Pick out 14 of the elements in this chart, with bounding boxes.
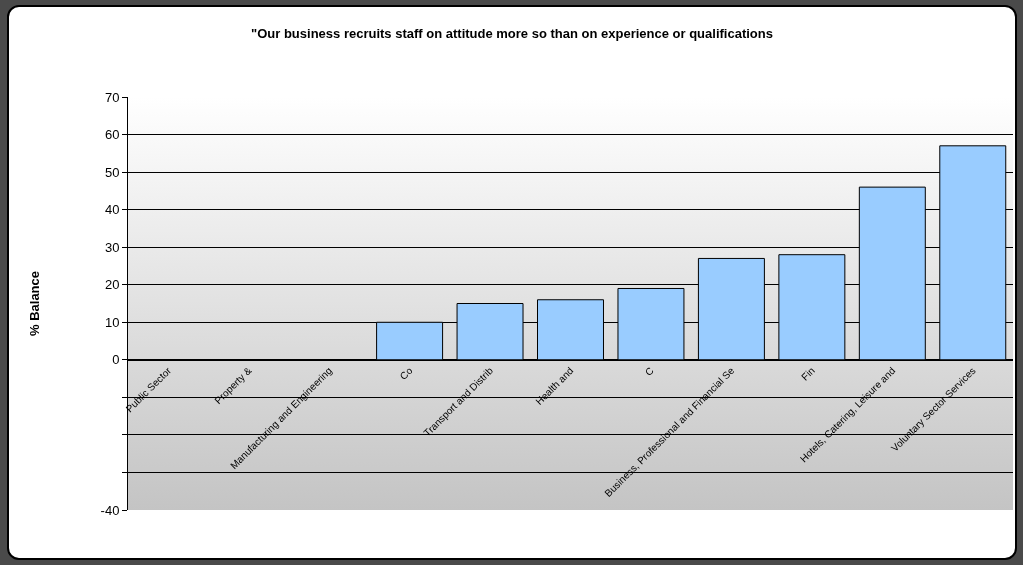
y-tick-label: 40 <box>104 202 120 218</box>
y-tick-label: 50 <box>104 164 120 180</box>
y-tick-label: 30 <box>104 239 120 255</box>
chart-title: "Our business recruits staff on attitude more so than on experience or qualifications <box>251 25 773 41</box>
y-tick-label: 10 <box>104 314 120 330</box>
x-tick-label: Co <box>397 364 415 382</box>
y-tick-label: 60 <box>104 127 120 143</box>
y-tick-label: 20 <box>104 277 120 293</box>
y-tick-label: 70 <box>104 89 120 105</box>
x-tick-label: C <box>643 364 656 378</box>
y-axis-title: % Balance <box>26 270 42 337</box>
x-tick-label: Fin <box>799 364 817 383</box>
y-tick-label: 0 <box>112 352 120 368</box>
y-tick-label: -40 <box>100 502 120 518</box>
